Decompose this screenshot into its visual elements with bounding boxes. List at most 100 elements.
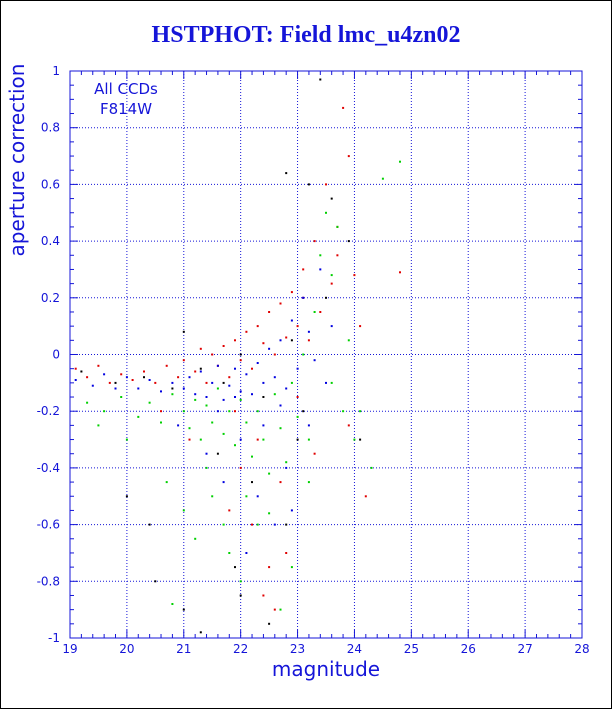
scatter-point xyxy=(347,240,350,243)
scatter-point xyxy=(262,594,265,597)
scatter-point xyxy=(177,376,180,379)
scatter-point xyxy=(302,268,305,271)
scatter-point xyxy=(222,523,225,526)
scatter-point xyxy=(245,421,248,424)
x-tick-labels: 19 20 21 22 23 24 25 26 27 28 xyxy=(62,642,589,656)
scatter-point xyxy=(353,274,356,277)
scatter-point xyxy=(347,424,350,427)
scatter-point xyxy=(74,379,77,381)
scatter-point xyxy=(268,622,271,625)
scatter-point xyxy=(74,367,77,370)
scatter-point xyxy=(319,254,322,257)
scatter-point xyxy=(148,401,151,404)
scatter-point xyxy=(211,495,214,498)
scatter-point xyxy=(205,404,208,407)
scatter-point xyxy=(307,330,310,333)
scatter-point xyxy=(120,396,123,398)
scatter-point xyxy=(228,509,231,512)
scatter-point xyxy=(234,367,236,370)
scatter-point xyxy=(285,552,288,554)
scatter-point xyxy=(188,376,191,379)
scatter-point xyxy=(182,509,185,512)
axis-ticks xyxy=(69,70,583,639)
y-tick-label: -0.4 xyxy=(37,461,60,475)
scatter-point xyxy=(245,552,248,554)
scatter-point xyxy=(86,376,89,379)
scatter-point xyxy=(182,608,185,611)
scatter-point xyxy=(399,271,401,274)
scatter-point xyxy=(285,461,288,464)
scatter-point xyxy=(296,325,299,328)
scatter-point xyxy=(296,367,299,370)
scatter-point xyxy=(222,481,225,484)
scatter-point xyxy=(154,381,157,384)
x-tick-label: 19 xyxy=(62,642,77,656)
scatter-point xyxy=(131,379,134,381)
scatter-point xyxy=(86,401,89,404)
scatter-point xyxy=(279,427,282,430)
scatter-point xyxy=(239,359,242,362)
scatter-point xyxy=(108,381,111,384)
scatter-point xyxy=(239,390,242,393)
scatter-point xyxy=(194,393,197,396)
scatter-point xyxy=(307,438,310,441)
x-tick-label: 25 xyxy=(404,642,419,656)
scatter-point xyxy=(199,370,202,373)
scatter-point xyxy=(188,438,191,441)
scatter-point xyxy=(234,339,236,342)
scatter-point xyxy=(251,455,253,458)
scatter-point xyxy=(325,211,327,214)
scatter-point xyxy=(285,336,288,339)
scatter-point xyxy=(103,373,106,376)
y-axis-label: aperture correction xyxy=(5,64,29,257)
scatter-point xyxy=(160,410,162,413)
scatter-point xyxy=(256,495,259,498)
scatter-point xyxy=(239,398,242,401)
scatter-point xyxy=(216,452,219,455)
scatter-point xyxy=(268,311,271,313)
scatter-point xyxy=(199,367,202,370)
y-tick-label: 0 xyxy=(52,348,60,362)
scatter-point xyxy=(273,523,276,526)
scatter-point xyxy=(256,410,259,413)
scatter-point xyxy=(279,302,282,305)
x-tick-label: 24 xyxy=(347,642,362,656)
scatter-point xyxy=(160,390,162,393)
x-tick-label: 20 xyxy=(119,642,134,656)
scatter-point xyxy=(342,106,345,109)
scatter-point xyxy=(228,384,231,387)
scatter-point xyxy=(211,381,214,384)
scatter-point xyxy=(171,387,174,390)
scatter-point xyxy=(245,330,248,333)
scatter-point xyxy=(205,452,208,455)
y-tick-label: -1 xyxy=(48,631,60,645)
scatter-point xyxy=(302,410,305,413)
scatter-point xyxy=(273,393,276,396)
scatter-point xyxy=(319,268,322,271)
scatter-point xyxy=(307,183,310,186)
scatter-point xyxy=(262,381,265,384)
scatter-point xyxy=(262,396,265,398)
scatter-point xyxy=(353,438,356,441)
scatter-point xyxy=(330,282,333,285)
scatter-point xyxy=(302,296,305,299)
scatter-point xyxy=(330,274,333,277)
scatter-point xyxy=(114,381,117,384)
scatter-point xyxy=(370,466,373,469)
scatter-point xyxy=(125,495,128,498)
scatter-point xyxy=(256,438,259,441)
scatter-point xyxy=(296,415,299,418)
scatter-point xyxy=(194,370,197,373)
scatter-point xyxy=(268,512,271,515)
scatter-point xyxy=(80,370,83,373)
scatter-point xyxy=(290,291,293,294)
scatter-point xyxy=(279,608,282,611)
scatter-point xyxy=(245,373,248,376)
scatter-point xyxy=(273,376,276,379)
y-tick-label: 0.6 xyxy=(41,177,60,191)
scatter-point xyxy=(154,580,157,583)
scatter-point xyxy=(325,381,327,384)
scatter-point xyxy=(194,398,197,401)
scatter-point xyxy=(165,481,168,484)
scatter-point xyxy=(330,197,333,200)
